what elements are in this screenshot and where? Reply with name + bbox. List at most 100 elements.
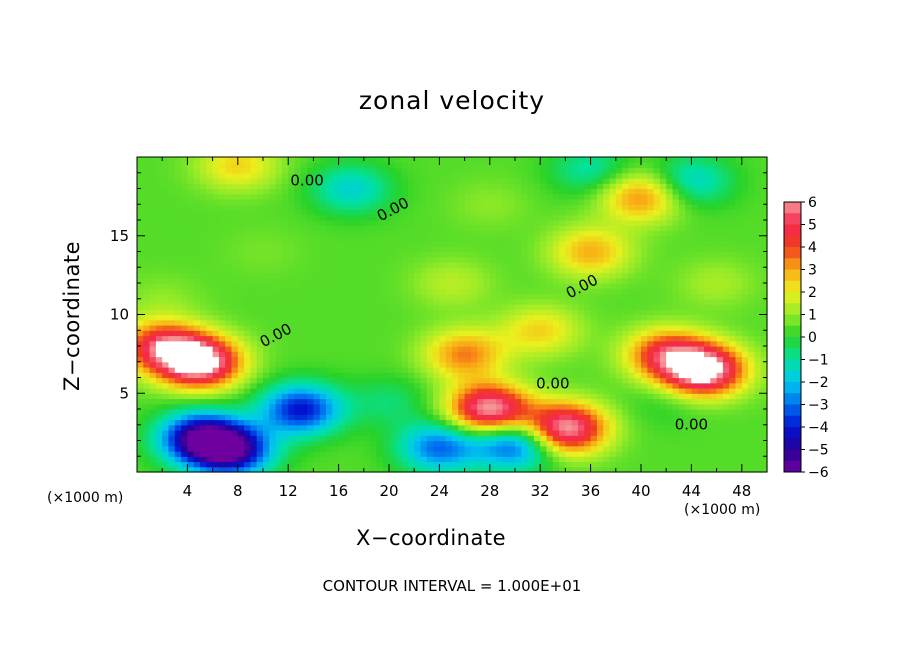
heatmap-cell <box>269 346 277 352</box>
heatmap-cell <box>193 335 201 342</box>
heatmap-cell <box>218 246 226 253</box>
heatmap-cell <box>521 251 529 258</box>
heatmap-cell <box>263 372 270 379</box>
heatmap-cell <box>313 230 321 237</box>
heatmap-cell <box>401 283 409 289</box>
heatmap-cell <box>181 283 188 289</box>
heatmap-cell <box>527 157 535 163</box>
heatmap-cell <box>603 340 611 347</box>
heatmap-cell <box>420 351 428 358</box>
heatmap-cell <box>559 225 566 232</box>
heatmap-cell <box>294 209 302 216</box>
heatmap-cell <box>477 272 485 279</box>
heatmap-cell <box>521 419 529 426</box>
heatmap-cell <box>338 256 346 263</box>
heatmap-cell <box>452 340 459 347</box>
heatmap-cell <box>653 435 661 442</box>
heatmap-cell <box>263 393 270 400</box>
heatmap-cell <box>231 183 239 190</box>
heatmap-cell <box>414 251 422 258</box>
heatmap-cell <box>464 220 472 226</box>
heatmap-cell <box>483 435 491 442</box>
heatmap-cell <box>181 178 188 184</box>
heatmap-cell <box>332 456 340 463</box>
heatmap-cell <box>155 214 163 221</box>
heatmap-cell <box>546 288 554 295</box>
heatmap-cell <box>521 330 529 337</box>
heatmap-cell <box>225 461 233 468</box>
heatmap-cell <box>181 388 188 394</box>
heatmap-cell <box>294 340 302 347</box>
heatmap-cell <box>433 288 440 295</box>
heatmap-cell <box>162 241 170 247</box>
heatmap-cell <box>552 419 560 426</box>
heatmap-cell <box>540 419 548 426</box>
heatmap-cell <box>647 388 655 394</box>
heatmap-cell <box>546 372 554 379</box>
heatmap-cell <box>244 319 251 326</box>
heatmap-cell <box>571 214 579 221</box>
heatmap-cell <box>225 193 233 200</box>
heatmap-cell <box>596 167 604 174</box>
heatmap-cell <box>300 162 308 169</box>
heatmap-cell <box>641 256 648 263</box>
heatmap-cell <box>281 188 289 195</box>
heatmap-cell <box>552 461 560 468</box>
heatmap-cell <box>376 325 384 331</box>
heatmap-cell <box>389 193 396 200</box>
heatmap-cell <box>193 277 201 284</box>
heatmap-cell <box>332 214 340 221</box>
heatmap-cell <box>225 262 233 268</box>
heatmap-cell <box>357 367 365 373</box>
heatmap-cell <box>237 393 245 400</box>
heatmap-cell <box>307 251 314 258</box>
heatmap-cell <box>307 382 314 389</box>
heatmap-cell <box>313 288 321 295</box>
heatmap-cell <box>641 388 648 394</box>
heatmap-cell <box>395 272 403 279</box>
heatmap-cell <box>502 262 510 268</box>
heatmap-cell <box>376 361 384 368</box>
heatmap-cell <box>376 225 384 232</box>
heatmap-cell <box>181 199 188 205</box>
heatmap-cell <box>363 188 371 195</box>
heatmap-cell <box>502 325 510 331</box>
heatmap-cell <box>527 204 535 211</box>
heatmap-cell <box>653 309 661 316</box>
heatmap-cell <box>206 272 214 279</box>
heatmap-cell <box>546 209 554 216</box>
heatmap-cell <box>351 230 359 237</box>
heatmap-cell <box>578 356 585 363</box>
heatmap-cell <box>225 356 233 363</box>
heatmap-cell <box>193 403 201 410</box>
heatmap-cell <box>212 262 220 268</box>
heatmap-cell <box>433 440 440 447</box>
heatmap-cell <box>483 209 491 216</box>
heatmap-cell <box>458 204 466 211</box>
heatmap-cell <box>578 445 585 452</box>
heatmap-cell <box>502 162 510 169</box>
heatmap-cell <box>281 372 289 379</box>
heatmap-cell <box>357 419 365 426</box>
heatmap-cell <box>489 456 497 463</box>
heatmap-cell <box>426 388 434 394</box>
heatmap-cell <box>483 230 491 237</box>
heatmap-cell <box>338 424 346 431</box>
heatmap-cell <box>338 309 346 316</box>
heatmap-cell <box>193 435 201 442</box>
heatmap-cell <box>326 251 333 258</box>
heatmap-cell <box>552 393 560 400</box>
heatmap-cell <box>641 225 648 232</box>
heatmap-cell <box>565 330 573 337</box>
heatmap-cell <box>609 435 617 442</box>
heatmap-cell <box>647 435 655 442</box>
heatmap-cell <box>407 414 415 421</box>
heatmap-cell <box>326 309 333 316</box>
heatmap-cell <box>452 351 459 358</box>
heatmap-cell <box>401 251 409 258</box>
heatmap-cell <box>426 340 434 347</box>
heatmap-cell <box>237 403 245 410</box>
heatmap-cell <box>231 372 239 379</box>
heatmap-cell <box>647 340 655 347</box>
heatmap-cell <box>458 220 466 226</box>
